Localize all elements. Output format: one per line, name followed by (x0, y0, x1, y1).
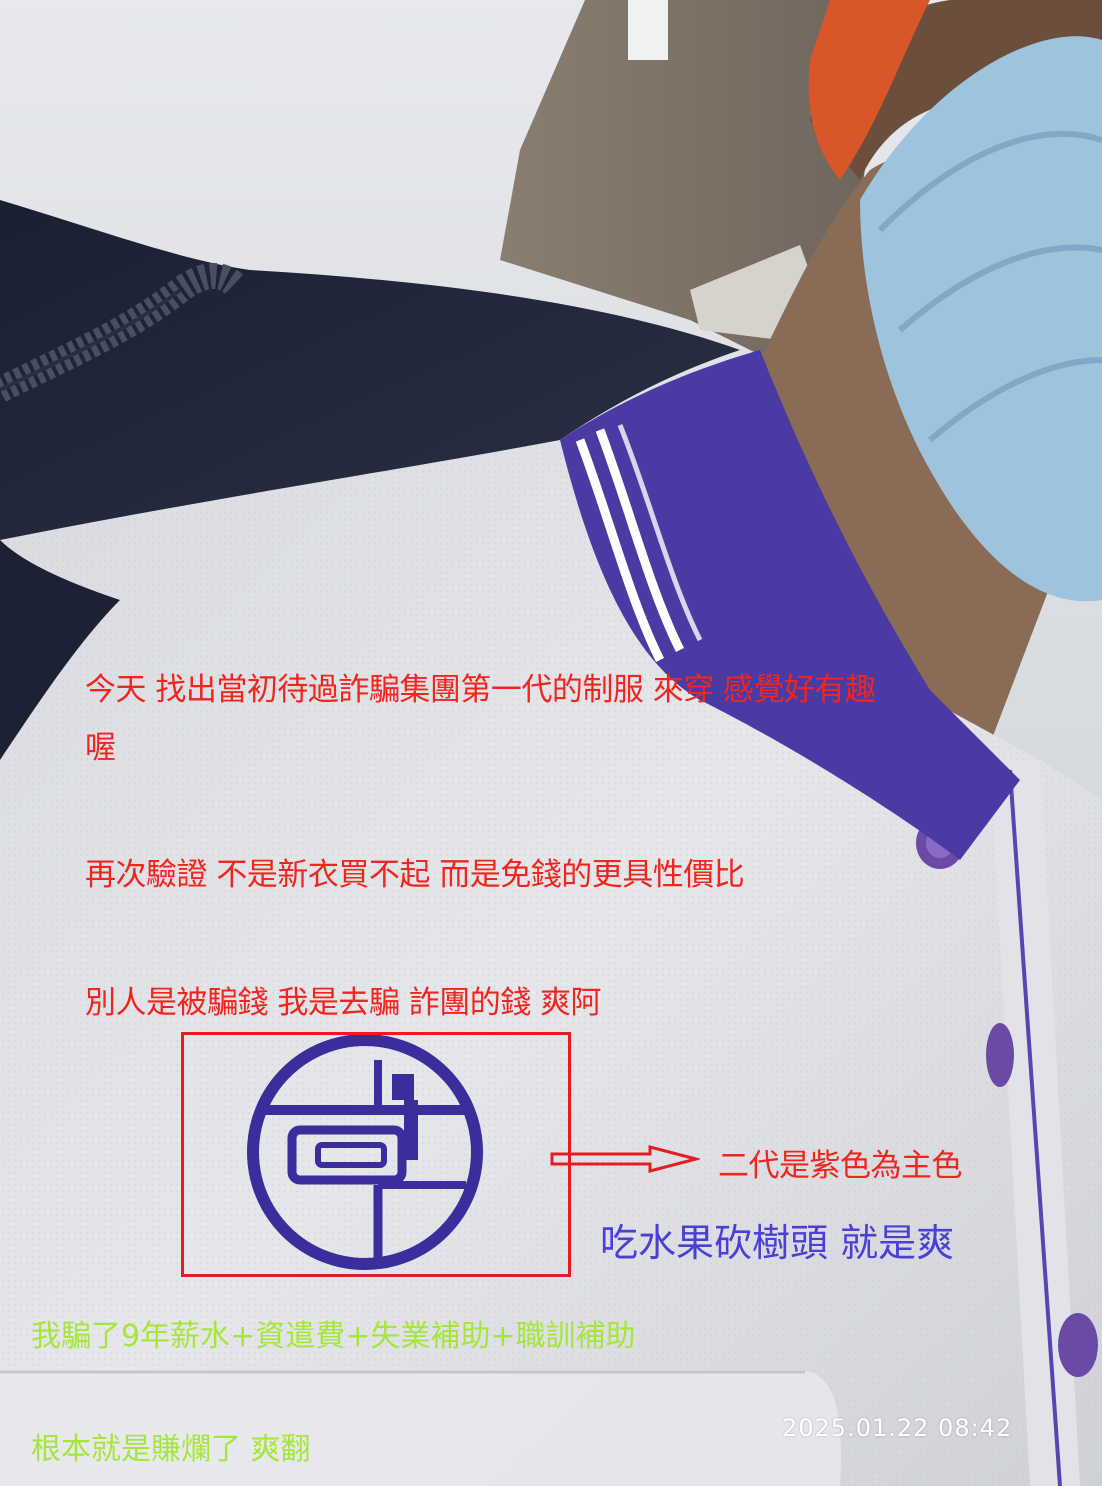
green-caption-2: 根本就是賺爛了 爽翻 (31, 1432, 311, 1467)
caption-line-1: 今天 找出當初待過詐騙集團第一代的制服 來穿 感覺好有趣 (85, 672, 876, 708)
purple-note: 吃水果砍樹頭 就是爽 (600, 1221, 955, 1265)
embroidered-logo (247, 1034, 483, 1270)
arrow-note: 二代是紫色為主色 (718, 1148, 963, 1184)
timestamp: 2025.01.22 08:42 (782, 1414, 1013, 1442)
logo-highlight-box (181, 1032, 571, 1277)
caption-line-2: 喔 (85, 730, 116, 766)
arrow-right-icon (550, 1145, 700, 1173)
caption-line-4: 別人是被騙錢 我是去騙 詐團的錢 爽阿 (85, 985, 602, 1021)
caption-line-3: 再次驗證 不是新衣買不起 而是免錢的更具性價比 (85, 857, 745, 893)
green-caption-1: 我騙了9年薪水+資遣費+失業補助+職訓補助 (31, 1319, 636, 1354)
